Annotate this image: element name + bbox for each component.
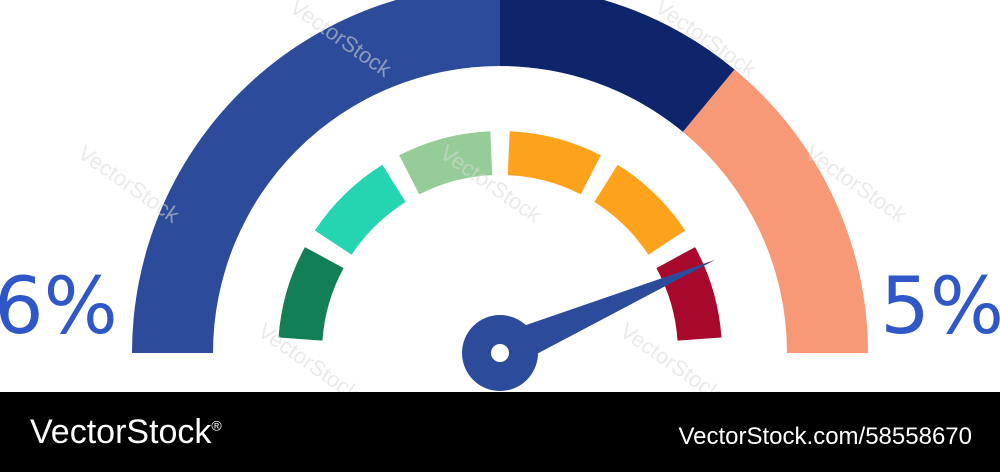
inner-seg-red xyxy=(656,247,722,341)
image-id-label: VectorStock.com/58558670 xyxy=(678,423,972,450)
footer-bar xyxy=(0,392,1000,472)
inner-seg-orange-1 xyxy=(507,131,601,195)
inner-seg-light-green xyxy=(399,131,493,195)
right-percent-label: 5% xyxy=(880,262,1000,352)
gauge-needle xyxy=(462,259,716,391)
inner-seg-dark-green xyxy=(278,247,344,341)
outer-arc-right xyxy=(682,69,868,354)
outer-arc xyxy=(132,0,868,354)
inner-seg-orange-2 xyxy=(594,164,686,255)
needle-hub-dot xyxy=(491,344,509,362)
left-percent-label: 6% xyxy=(0,262,118,352)
brand-logo: VectorStock® xyxy=(30,413,222,452)
brand-registered-mark: ® xyxy=(211,417,222,434)
brand-name: VectorStock xyxy=(30,413,212,451)
inner-arc xyxy=(278,131,722,341)
outer-arc-mid xyxy=(500,0,735,132)
needle-pointer xyxy=(492,259,716,370)
gauge-diagram xyxy=(132,0,868,391)
inner-seg-teal xyxy=(314,164,406,255)
outer-arc-left xyxy=(132,0,500,353)
